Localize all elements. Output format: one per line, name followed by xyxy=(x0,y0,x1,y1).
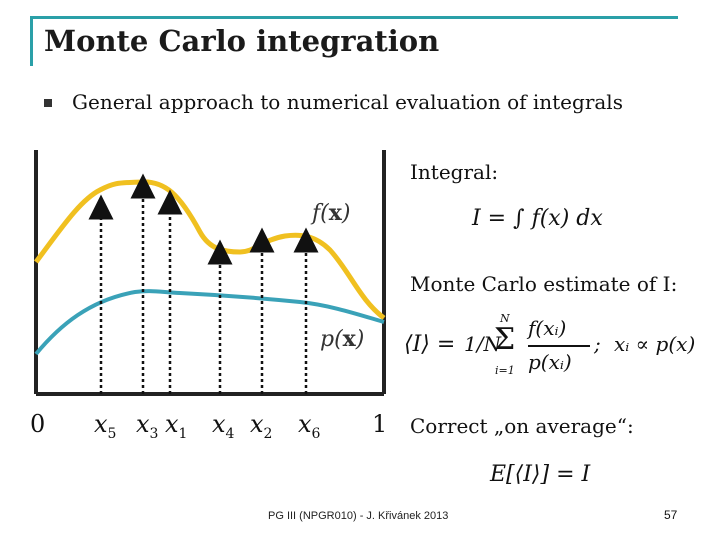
p-curve xyxy=(34,289,385,356)
sample-label-x5: x5 xyxy=(94,410,117,442)
footer: PG III (NPGR010) - J. Křivánek 2013 xyxy=(268,510,449,522)
f-curve-label: f(x) xyxy=(312,200,351,226)
p-curve-label: p(x) xyxy=(320,326,365,352)
bullet-square-icon xyxy=(44,99,52,107)
sum-bottom: i=1 xyxy=(495,364,515,377)
axis-one-label: 1 xyxy=(372,410,388,438)
expectation-formula: E[⟨I⟩] = I xyxy=(490,462,591,487)
proportional-formula: xᵢ ∝ p(x) xyxy=(614,332,696,356)
integral-formula: I = ∫ f(x) dx xyxy=(472,206,603,231)
sample-label-x2: x2 xyxy=(250,410,273,442)
sum-top: N xyxy=(500,312,510,325)
slide-title: Monte Carlo integration xyxy=(44,24,440,58)
semicolon: ; xyxy=(594,332,601,356)
mc-estimate-label: Monte Carlo estimate of I: xyxy=(410,272,678,296)
integral-label: Integral: xyxy=(410,160,499,184)
sigma-icon: Σ xyxy=(494,322,516,357)
estimator-frac: 1/N xyxy=(464,332,501,356)
sample-label-x6: x6 xyxy=(298,410,321,442)
sample-arrows xyxy=(88,173,319,394)
correct-label: Correct „on average“: xyxy=(410,414,634,438)
estimator-num: f(xᵢ) xyxy=(528,316,567,340)
estimator-formula: ⟨I⟩ = 1/N N Σ i=1 f(xᵢ) p(xᵢ) ; xᵢ ∝ p(x… xyxy=(404,312,716,382)
estimator-den: p(xᵢ) xyxy=(528,350,572,374)
page-number: 57 xyxy=(664,508,678,522)
axis-zero-label: 0 xyxy=(30,410,46,438)
sample-label-x3: x3 xyxy=(136,410,159,442)
frame-top-line xyxy=(30,16,678,19)
frame-left-line xyxy=(30,16,33,66)
sample-label-x4: x4 xyxy=(212,410,235,442)
sample-label-x1: x1 xyxy=(165,410,188,442)
estimator-lhs: ⟨I⟩ = xyxy=(404,332,456,357)
bullet-text: General approach to numerical evaluation… xyxy=(72,90,623,114)
fraction-bar xyxy=(528,345,590,347)
